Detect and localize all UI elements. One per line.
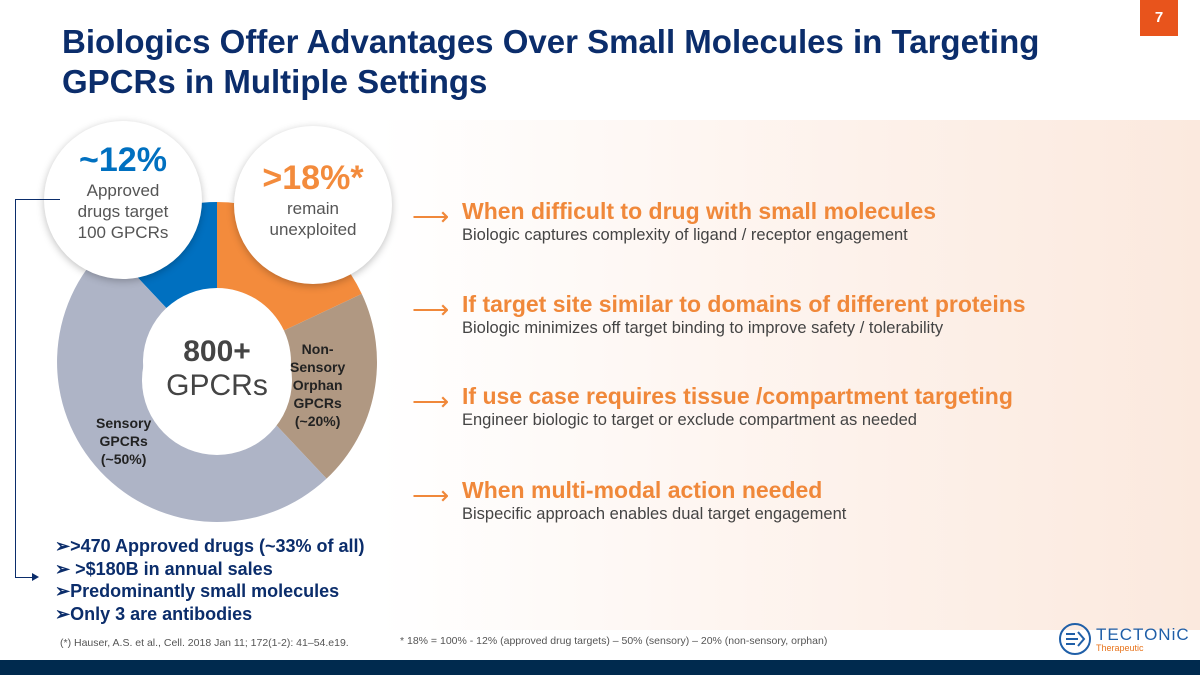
bubble-unexploited: >18%* remain unexploited [234, 126, 392, 284]
page-number: 7 [1140, 0, 1178, 36]
bullet-list: ➢>470 Approved drugs (~33% of all) ➢ >$1… [55, 535, 365, 625]
arrow-right-icon: ⟶ [412, 480, 450, 510]
bubble-approved: ~12% Approved drugs target 100 GPCRs [44, 121, 202, 279]
label-non-sensory: Non- Sensory Orphan GPCRs (~20%) [290, 341, 346, 429]
bracket-arrow-icon [15, 573, 39, 581]
formula-footnote: * 18% = 100% - 12% (approved drug target… [400, 635, 828, 647]
bullet-item: ➢ >$180B in annual sales [55, 558, 273, 579]
donut-chart [57, 202, 377, 522]
page-title: Biologics Offer Advantages Over Small Mo… [62, 23, 1040, 100]
donut-segment-non-sensory-orphan [267, 293, 377, 479]
citation: (*) Hauser, A.S. et al., Cell. 2018 Jan … [60, 637, 349, 649]
logo-icon [1059, 623, 1091, 655]
arrow-right-icon: ⟶ [412, 294, 450, 324]
center-value: 800+ [183, 335, 251, 368]
arrow-right-icon: ⟶ [412, 201, 450, 231]
bracket-connector [15, 199, 60, 578]
donut-segment-sensory [57, 245, 327, 522]
arrow-right-icon: ⟶ [412, 386, 450, 416]
bullet-item: ➢Only 3 are antibodies [55, 603, 253, 624]
donut-center: 800+ GPCRs [142, 305, 292, 455]
company-logo: TECTONiC Therapeutic [1058, 622, 1190, 656]
bullet-item: ➢>470 Approved drugs (~33% of all) [55, 536, 365, 556]
center-label: GPCRs [166, 369, 268, 402]
label-sensory: Sensory GPCRs (~50%) [96, 415, 152, 467]
footer-bar [0, 660, 1200, 675]
bullet-item: ➢Predominantly small molecules [55, 581, 340, 601]
background-gradient [380, 120, 1200, 630]
